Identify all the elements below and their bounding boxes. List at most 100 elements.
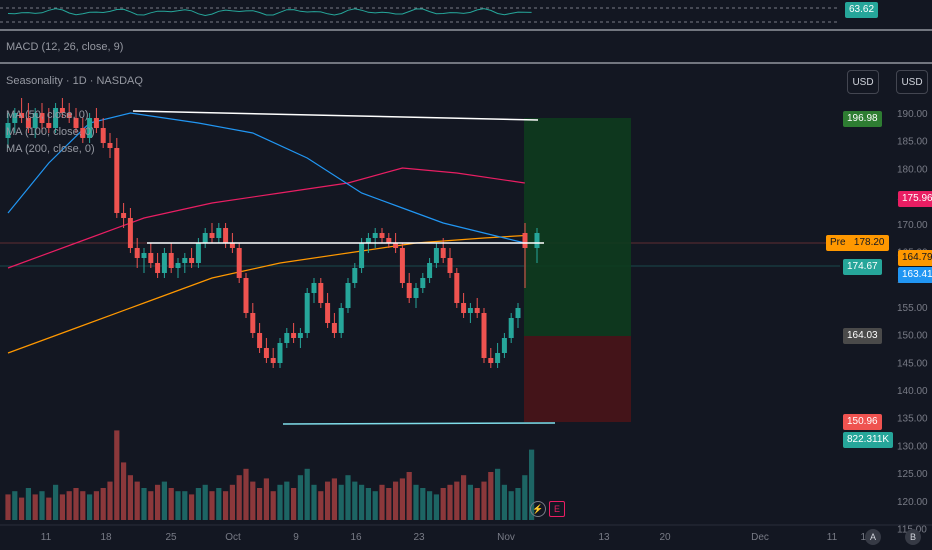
- volume-bar: [223, 491, 229, 520]
- volume-bar: [447, 484, 453, 520]
- volume-bar: [19, 497, 25, 520]
- time-tick-label: 25: [165, 532, 177, 543]
- volume-bar: [229, 484, 235, 520]
- volume-bar: [304, 468, 310, 520]
- time-tick-label: 23: [413, 532, 425, 543]
- candle-body: [114, 148, 120, 213]
- candle-body: [175, 263, 181, 268]
- currency-button-left[interactable]: USD: [847, 70, 879, 94]
- volume-bar: [87, 494, 93, 520]
- mid-price-tag: 164.03: [843, 328, 882, 344]
- candle-body: [454, 273, 460, 303]
- volume-bar: [175, 491, 181, 520]
- candle-body: [440, 248, 446, 258]
- volume-bar: [189, 494, 195, 520]
- volume-bar: [338, 484, 344, 520]
- candle-body: [121, 213, 127, 218]
- candle-body: [53, 108, 59, 128]
- time-tick-label: 13: [598, 532, 610, 543]
- candle-body: [155, 263, 161, 273]
- volume-bar: [352, 481, 358, 520]
- volume-bar: [488, 472, 494, 520]
- candle-body: [291, 333, 297, 338]
- candle-body: [73, 118, 79, 128]
- candle-body: [318, 283, 324, 303]
- price-tick-label: 150.00: [897, 331, 928, 342]
- volume-bar: [121, 462, 127, 520]
- ma200-legend[interactable]: MA (200, close, 0): [6, 143, 95, 155]
- earnings-icon[interactable]: E: [549, 501, 565, 517]
- symbol-legend[interactable]: Seasonality · 1D · NASDAQ: [6, 75, 143, 87]
- stop-price-tag: 150.96: [843, 414, 882, 430]
- candle-body: [161, 253, 167, 273]
- volume-bar: [325, 481, 331, 520]
- time-tick-label: 9: [293, 532, 299, 543]
- volume-bar: [66, 491, 72, 520]
- ma50-legend[interactable]: MA (50, close, 0): [6, 109, 89, 121]
- volume-bar: [331, 478, 337, 520]
- candle-body: [277, 343, 283, 363]
- candle-body: [236, 248, 242, 278]
- volume-bar: [393, 481, 399, 520]
- candle-body: [202, 233, 208, 243]
- volume-bar: [182, 491, 188, 520]
- candle-body: [12, 113, 18, 123]
- candle-body: [182, 258, 188, 263]
- volume-bar: [53, 484, 59, 520]
- volume-bar: [379, 484, 385, 520]
- price-tick-label: 125.00: [897, 469, 928, 480]
- volume-bar: [257, 488, 263, 520]
- volume-bar: [345, 475, 351, 520]
- volume-bar: [59, 494, 65, 520]
- time-tick-label: Dec: [751, 532, 769, 543]
- volume-bar: [236, 475, 242, 520]
- volume-bar: [291, 488, 297, 520]
- volume-bar: [263, 478, 269, 520]
- price-axis[interactable]: 190.00185.00180.00175.00170.00165.00160.…: [840, 64, 932, 550]
- log-scale-button[interactable]: B: [905, 529, 921, 545]
- candle-body: [257, 333, 263, 348]
- volume-bar: [461, 475, 467, 520]
- volume-bar: [12, 491, 18, 520]
- candle-body: [365, 238, 371, 243]
- volume-bar: [386, 488, 392, 520]
- candle-body: [386, 238, 392, 243]
- time-tick-label: Oct: [225, 532, 241, 543]
- candle-body: [59, 108, 65, 113]
- candle-body: [427, 263, 433, 278]
- position-zones: [0, 118, 840, 422]
- price-tick-label: 190.00: [897, 109, 928, 120]
- price-tick-label: 140.00: [897, 386, 928, 397]
- macd-legend[interactable]: MACD (12, 26, close, 9): [6, 41, 124, 53]
- time-tick-label: 20: [659, 532, 671, 543]
- rsi-pane: [0, 7, 932, 64]
- ma100-legend[interactable]: MA (100, close, 0): [6, 126, 95, 138]
- support-trendline: [282, 422, 556, 425]
- drawn-trendlines[interactable]: [132, 110, 556, 425]
- candle-body: [80, 128, 86, 138]
- volume-bar: [32, 494, 38, 520]
- flash-icon[interactable]: ⚡: [530, 501, 546, 517]
- resistance-trendline: [132, 110, 539, 121]
- time-axis[interactable]: 111825Oct91623Nov1320Dec1118: [0, 524, 932, 543]
- volume-bar: [508, 491, 514, 520]
- candle-body: [148, 253, 154, 263]
- candle-body: [304, 293, 310, 333]
- volume-bar: [161, 481, 167, 520]
- time-tick-label: 11: [41, 532, 52, 543]
- volume-bar: [168, 488, 174, 520]
- currency-button-right[interactable]: USD: [896, 70, 928, 94]
- ma100-price-tag: 164.79: [898, 250, 932, 266]
- volume-bar: [25, 488, 31, 520]
- rsi-line: [7, 8, 532, 17]
- volume-bar: [427, 491, 433, 520]
- candle-body: [474, 308, 480, 313]
- candle-body: [352, 268, 358, 283]
- auto-scale-button[interactable]: A: [865, 529, 881, 545]
- candle-body: [141, 253, 147, 258]
- time-tick-label: 16: [350, 532, 362, 543]
- candle-body: [46, 123, 52, 128]
- volume-bar: [250, 481, 256, 520]
- volume-bar: [413, 484, 419, 520]
